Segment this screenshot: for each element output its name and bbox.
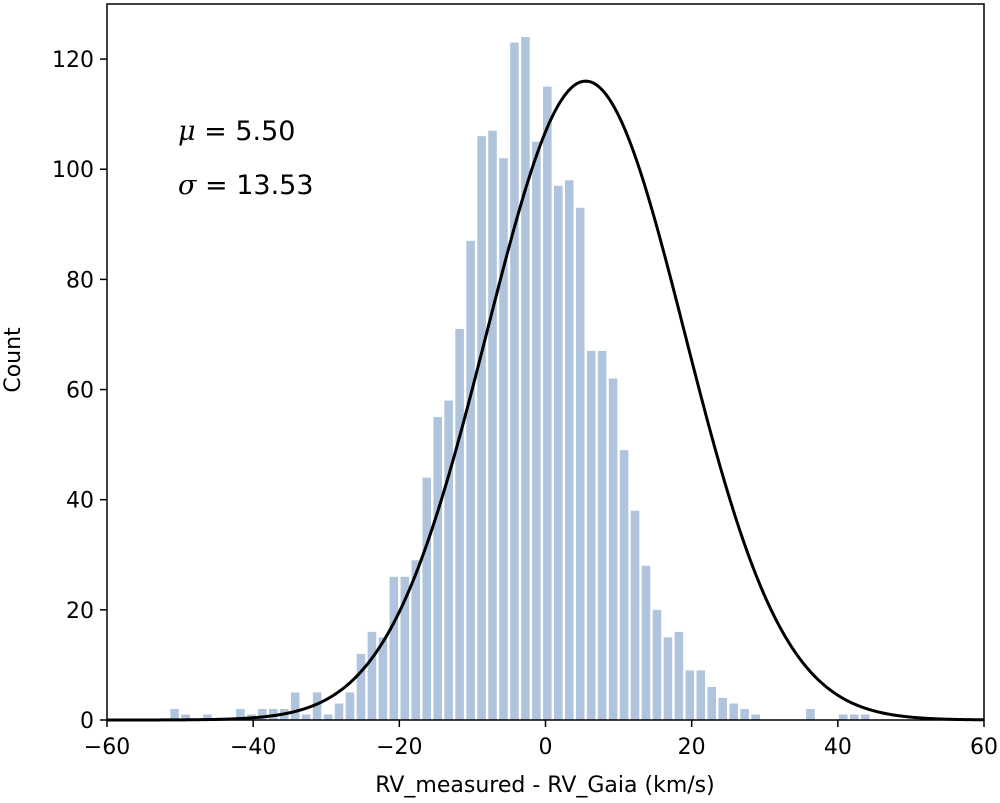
histogram-bar: [575, 207, 585, 721]
histogram-bars: [170, 37, 870, 721]
histogram-bar: [258, 708, 267, 720]
histogram-bar: [367, 631, 377, 720]
histogram-bar: [455, 328, 464, 720]
histogram-bar: [860, 714, 870, 720]
x-tick-label: −40: [230, 735, 276, 760]
histogram-bar: [839, 714, 848, 720]
histogram-bar: [444, 400, 453, 720]
histogram-bar: [488, 130, 497, 720]
histogram-bar: [729, 703, 738, 720]
histogram-bar: [356, 653, 366, 720]
histogram-bar: [849, 714, 859, 720]
histogram-bar: [323, 714, 333, 720]
histogram-bar: [597, 350, 607, 720]
histogram-bar: [203, 714, 212, 720]
histogram-bar: [608, 378, 618, 720]
histogram-bar: [345, 692, 355, 720]
y-tick-label: 0: [80, 709, 94, 734]
histogram-bar: [630, 510, 640, 720]
y-tick-label: 80: [66, 268, 94, 293]
y-tick-label: 100: [52, 158, 94, 183]
histogram-bar: [170, 708, 179, 720]
sigma-value: = 13.53: [196, 170, 313, 201]
histogram-bar: [510, 42, 519, 721]
histogram-bar: [466, 240, 475, 721]
gaussian-fit-curve: [107, 79, 985, 722]
histogram-bar: [433, 417, 442, 720]
histogram-bar: [389, 576, 399, 720]
histogram-bar: [378, 637, 388, 720]
histogram-bar: [290, 692, 300, 720]
histogram-bar: [740, 708, 749, 720]
y-tick-label: 60: [66, 379, 94, 404]
x-tick-label: 20: [678, 735, 706, 760]
histogram-bar: [685, 670, 695, 720]
histogram-bar: [181, 714, 190, 720]
histogram-bar: [652, 609, 662, 720]
histogram-bar: [707, 686, 717, 720]
histogram-bar: [554, 185, 563, 720]
sigma-annotation: σ = 13.53: [178, 170, 314, 201]
histogram-bar: [674, 631, 684, 720]
histogram-bar: [334, 703, 344, 720]
x-tick-label: 40: [824, 735, 852, 760]
x-tick-label: 60: [970, 735, 998, 760]
histogram-bar: [718, 697, 728, 720]
histogram-bar: [543, 86, 552, 721]
histogram-bar: [586, 350, 596, 720]
histogram-bar: [422, 477, 432, 720]
histogram-bar: [663, 637, 673, 720]
histogram-bar: [236, 708, 245, 720]
x-tick-label: −60: [84, 735, 130, 760]
histogram-bar: [521, 37, 530, 721]
histogram-bar: [806, 708, 815, 720]
mu-annotation: μ = 5.50: [178, 116, 295, 147]
histogram-bar: [301, 714, 311, 720]
mu-symbol: μ: [178, 116, 196, 147]
histogram-bar: [696, 670, 706, 720]
histogram-bar: [532, 141, 541, 720]
histogram-bar: [312, 692, 322, 720]
histogram-bar: [400, 576, 410, 720]
x-tick-label: −20: [376, 735, 422, 760]
sigma-symbol: σ: [178, 170, 198, 201]
histogram-bar: [619, 450, 629, 720]
x-axis-ticks: −60 −40 −20 0 20 40 60: [84, 720, 998, 760]
mu-value: = 5.50: [196, 116, 296, 147]
x-tick-label: 0: [539, 735, 553, 760]
histogram-bar: [751, 714, 760, 720]
y-tick-label: 20: [66, 599, 94, 624]
y-tick-label: 40: [66, 489, 94, 514]
histogram-bar: [564, 180, 574, 720]
histogram-bar: [499, 158, 508, 720]
x-axis-label: RV_measured - RV_Gaia (km/s): [375, 773, 714, 798]
histogram-bar: [477, 136, 486, 720]
y-axis-ticks: 0 20 40 60 80 100 120: [52, 48, 107, 734]
y-tick-label: 120: [52, 48, 94, 73]
histogram-bar: [641, 565, 651, 720]
y-axis-label: Count: [1, 327, 26, 393]
histogram-bar: [411, 560, 421, 720]
